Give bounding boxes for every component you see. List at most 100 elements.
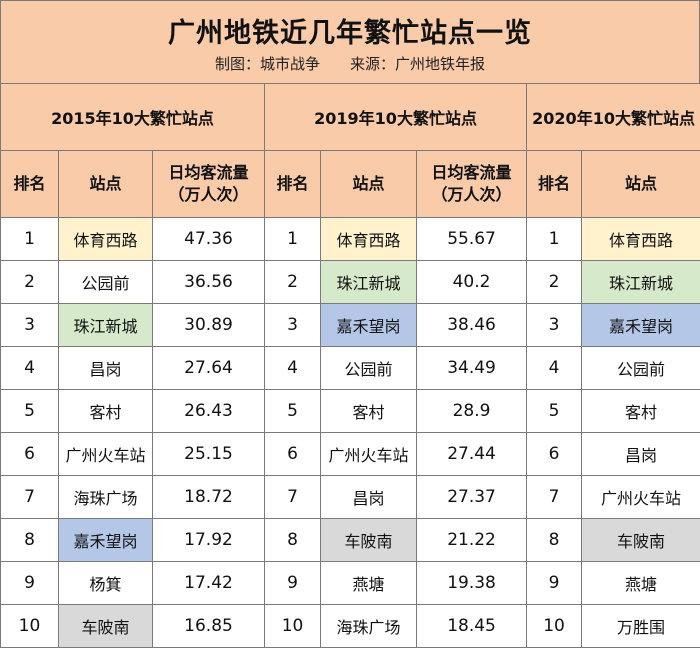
rank-cell: 8 (0, 518, 59, 562)
table-row: 7 海珠广场 18.72 7 昌岗 27.37 7 广州火车站 (0, 475, 700, 519)
station-cell-2020: 体育西路 (581, 217, 700, 261)
flow-header-2015: 日均客流量 （万人次） (151, 150, 266, 218)
flow-cell-2019: 27.37 (416, 475, 528, 519)
station-cell-2019: 客村 (320, 389, 418, 433)
group-2015-header: 2015年10大繁忙站点 (0, 83, 266, 151)
rank-cell: 4 (264, 346, 322, 390)
flow-cell-2015: 30.89 (151, 303, 266, 347)
rank-cell: 8 (526, 518, 583, 562)
rank-header-2020: 排名 (526, 150, 583, 218)
rank-cell: 7 (526, 475, 583, 519)
flow-header-2019: 日均客流量 （万人次） (416, 150, 528, 218)
flow-header-line1: 日均客流量 (431, 163, 512, 182)
flow-cell-2015: 25.15 (151, 432, 266, 476)
table-row: 2 公园前 36.56 2 珠江新城 40.2 2 珠江新城 (0, 260, 700, 304)
rank-cell: 10 (0, 604, 59, 648)
source-text: 来源：广州地铁年报 (350, 55, 486, 73)
rank-cell: 2 (526, 260, 583, 304)
rank-cell: 7 (264, 475, 322, 519)
flow-cell-2019: 28.9 (416, 389, 528, 433)
station-cell-2015: 体育西路 (58, 217, 153, 261)
flow-cell-2019: 27.44 (416, 432, 528, 476)
station-cell-2019: 昌岗 (320, 475, 418, 519)
rank-cell: 9 (526, 561, 583, 605)
flow-cell-2019: 18.45 (416, 604, 528, 648)
flow-cell-2019: 38.46 (416, 303, 528, 347)
flow-cell-2015: 17.92 (151, 518, 266, 562)
station-cell-2015: 昌岗 (58, 346, 153, 390)
subtitle: 制图：城市战争 来源：广州地铁年报 (1, 53, 699, 74)
station-cell-2020: 嘉禾望岗 (581, 303, 700, 347)
station-cell-2019: 广州火车站 (320, 432, 418, 476)
table-row: 3 珠江新城 30.89 3 嘉禾望岗 38.46 3 嘉禾望岗 (0, 303, 700, 347)
rank-cell: 1 (526, 217, 583, 261)
rank-header-2015: 排名 (0, 150, 59, 218)
flow-cell-2015: 17.42 (151, 561, 266, 605)
rank-cell: 10 (526, 604, 583, 648)
station-cell-2020: 万胜围 (581, 604, 700, 648)
rank-cell: 7 (0, 475, 59, 519)
station-cell-2020: 客村 (581, 389, 700, 433)
station-cell-2019: 海珠广场 (320, 604, 418, 648)
flow-cell-2019: 34.49 (416, 346, 528, 390)
rank-cell: 6 (264, 432, 322, 476)
station-cell-2020: 燕塘 (581, 561, 700, 605)
station-cell-2015: 嘉禾望岗 (58, 518, 153, 562)
station-header-2020: 站点 (581, 150, 700, 218)
credit-text: 制图：城市战争 (214, 55, 320, 73)
table-row: 6 广州火车站 25.15 6 广州火车站 27.44 6 昌岗 (0, 432, 700, 476)
ranking-table: 2015年10大繁忙站点 2019年10大繁忙站点 2020年10大繁忙站点 排… (0, 83, 700, 648)
flow-cell-2019: 19.38 (416, 561, 528, 605)
table-row: 10 车陂南 16.85 10 海珠广场 18.45 10 万胜围 (0, 604, 700, 648)
table-row: 9 杨箕 17.42 9 燕塘 19.38 9 燕塘 (0, 561, 700, 605)
rank-cell: 3 (526, 303, 583, 347)
station-cell-2015: 珠江新城 (58, 303, 153, 347)
station-cell-2019: 体育西路 (320, 217, 418, 261)
rank-cell: 3 (0, 303, 59, 347)
flow-cell-2015: 16.85 (151, 604, 266, 648)
group-2019-header: 2019年10大繁忙站点 (264, 83, 528, 151)
table-row: 4 昌岗 27.64 4 公园前 34.49 4 公园前 (0, 346, 700, 390)
flow-cell-2019: 40.2 (416, 260, 528, 304)
station-cell-2015: 广州火车站 (58, 432, 153, 476)
sheet-header: 广州地铁近几年繁忙站点一览 制图：城市战争 来源：广州地铁年报 (0, 0, 700, 83)
rank-cell: 9 (0, 561, 59, 605)
table-row: 5 客村 26.43 5 客村 28.9 5 客村 (0, 389, 700, 433)
rank-cell: 5 (526, 389, 583, 433)
station-cell-2015: 公园前 (58, 260, 153, 304)
station-header-2019: 站点 (320, 150, 418, 218)
station-cell-2020: 珠江新城 (581, 260, 700, 304)
station-cell-2020: 昌岗 (581, 432, 700, 476)
rank-cell: 6 (526, 432, 583, 476)
rank-cell: 2 (0, 260, 59, 304)
flow-header-line2: （万人次） (431, 185, 512, 204)
rank-cell: 4 (526, 346, 583, 390)
flow-cell-2019: 21.22 (416, 518, 528, 562)
rank-cell: 5 (0, 389, 59, 433)
station-cell-2015: 客村 (58, 389, 153, 433)
station-cell-2019: 车陂南 (320, 518, 418, 562)
flow-cell-2015: 27.64 (151, 346, 266, 390)
station-cell-2019: 嘉禾望岗 (320, 303, 418, 347)
flow-header-line2: （万人次） (168, 185, 249, 204)
page-title: 广州地铁近几年繁忙站点一览 (168, 18, 532, 49)
flow-cell-2015: 18.72 (151, 475, 266, 519)
station-cell-2015: 车陂南 (58, 604, 153, 648)
station-cell-2020: 车陂南 (581, 518, 700, 562)
rank-cell: 1 (0, 217, 59, 261)
station-cell-2019: 珠江新城 (320, 260, 418, 304)
rank-cell: 6 (0, 432, 59, 476)
group-header-row: 2015年10大繁忙站点 2019年10大繁忙站点 2020年10大繁忙站点 (0, 83, 700, 151)
station-cell-2020: 广州火车站 (581, 475, 700, 519)
station-cell-2015: 杨箕 (58, 561, 153, 605)
station-cell-2015: 海珠广场 (58, 475, 153, 519)
column-header-row: 排名 站点 日均客流量 （万人次） 排名 站点 日均客流量 （万人次） 排名 站点 (0, 150, 700, 218)
flow-cell-2015: 47.36 (151, 217, 266, 261)
rank-cell: 4 (0, 346, 59, 390)
rank-header-2019: 排名 (264, 150, 322, 218)
station-cell-2019: 燕塘 (320, 561, 418, 605)
station-cell-2019: 公园前 (320, 346, 418, 390)
rank-cell: 2 (264, 260, 322, 304)
flow-cell-2019: 55.67 (416, 217, 528, 261)
